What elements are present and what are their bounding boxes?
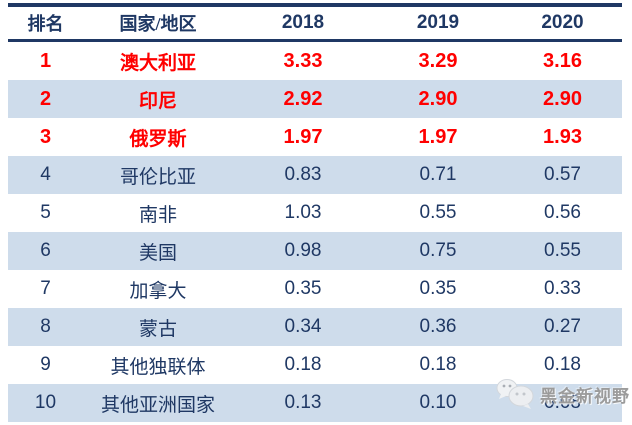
table-row: 5 南非 1.03 0.55 0.56 [8, 194, 622, 232]
rank-cell: 6 [40, 240, 51, 261]
country-cell: 哥伦比亚 [119, 166, 196, 188]
table-row: 8 蒙古 0.34 0.36 0.27 [8, 308, 622, 346]
chat-bubbles-icon [496, 379, 534, 409]
watermark-text: 黑金新视野 [540, 386, 630, 406]
value-2020-cell: 0.55 [544, 240, 581, 261]
country-cell: 蒙古 [138, 318, 177, 340]
value-2020-cell: 0.08 [544, 392, 581, 413]
value-2018-cell: 1.03 [284, 202, 322, 223]
value-2020-cell: 0.18 [544, 354, 581, 375]
column-header-2020: 2020 [541, 12, 584, 33]
rank-cell: 7 [40, 278, 51, 299]
column-header-2018: 2018 [281, 12, 325, 33]
value-2020-cell: 0.27 [544, 316, 581, 337]
value-2020-cell: 3.16 [543, 49, 582, 72]
value-2020-cell: 0.56 [544, 202, 581, 223]
value-2019-cell: 3.29 [418, 49, 458, 72]
rank-cell: 2 [39, 87, 52, 110]
value-2018-cell: 0.18 [284, 354, 322, 375]
value-2019-cell: 0.35 [419, 278, 457, 299]
value-2019-cell: 0.75 [419, 240, 457, 261]
value-2019-cell: 0.36 [419, 316, 457, 337]
country-cell: 加拿大 [129, 280, 187, 302]
value-2020-cell: 0.33 [544, 278, 581, 299]
table-row: 4 哥伦比亚 0.83 0.71 0.57 [8, 156, 622, 194]
watermark: 黑金新视野 [495, 376, 630, 412]
table-row: 6 美国 0.98 0.75 0.55 [8, 232, 622, 270]
country-cell: 俄罗斯 [129, 128, 187, 150]
table-top-border [8, 3, 622, 7]
column-header-2019: 2019 [416, 12, 460, 33]
value-2020-cell: 0.57 [544, 164, 581, 185]
country-cell: 澳大利亚 [119, 52, 196, 74]
value-2019-cell: 0.71 [419, 164, 457, 185]
country-cell: 美国 [138, 242, 177, 264]
column-header-rank: 排名 [27, 14, 64, 34]
rank-cell: 3 [39, 125, 52, 148]
value-2019-cell: 2.90 [418, 87, 458, 110]
rank-cell: 1 [39, 49, 52, 72]
value-2020-cell: 1.93 [543, 125, 582, 148]
value-2018-cell: 0.98 [284, 240, 322, 261]
ranking-table: 排名 国家/地区 2018 2019 2020 1 澳大利亚 3.33 3.29 3.1… [8, 0, 622, 422]
value-2018-cell: 0.13 [284, 392, 322, 413]
country-cell: 其他独联体 [110, 356, 206, 378]
table-row: 2 印尼 2.92 2.90 2.90 [8, 80, 622, 118]
value-2019-cell: 0.10 [419, 392, 457, 413]
rank-cell: 5 [40, 202, 51, 223]
country-cell: 其他亚洲国家 [100, 394, 215, 416]
value-2018-cell: 3.33 [283, 49, 323, 72]
value-2018-cell: 0.35 [284, 278, 322, 299]
value-2019-cell: 1.97 [418, 125, 458, 148]
rank-cell: 8 [40, 316, 51, 337]
rank-cell: 10 [34, 392, 57, 413]
rank-cell: 9 [40, 354, 51, 375]
value-2018-cell: 0.83 [284, 164, 322, 185]
value-2018-cell: 1.97 [283, 125, 323, 148]
value-2019-cell: 0.55 [419, 202, 457, 223]
table-row: 1 澳大利亚 3.33 3.29 3.16 [8, 42, 622, 80]
value-2020-cell: 2.90 [543, 87, 582, 110]
table-row: 9 其他独联体 0.18 0.18 0.18 [8, 346, 622, 384]
table-row: 3 俄罗斯 1.97 1.97 1.93 [8, 118, 622, 156]
table-row: 7 加拿大 0.35 0.35 0.33 [8, 270, 622, 308]
table-body: 1 澳大利亚 3.33 3.29 3.16 2 印尼 2.92 2.90 2.90 3 俄罗斯 1.97… [8, 42, 622, 422]
value-2019-cell: 0.18 [419, 354, 457, 375]
value-2018-cell: 0.34 [284, 316, 322, 337]
country-cell: 印尼 [138, 90, 177, 112]
value-2018-cell: 2.92 [283, 87, 323, 110]
country-cell: 南非 [138, 204, 177, 226]
table-header-row: 排名 国家/地区 2018 2019 2020 [8, 7, 622, 42]
column-header-country: 国家/地区 [119, 14, 197, 34]
rank-cell: 4 [40, 164, 51, 185]
